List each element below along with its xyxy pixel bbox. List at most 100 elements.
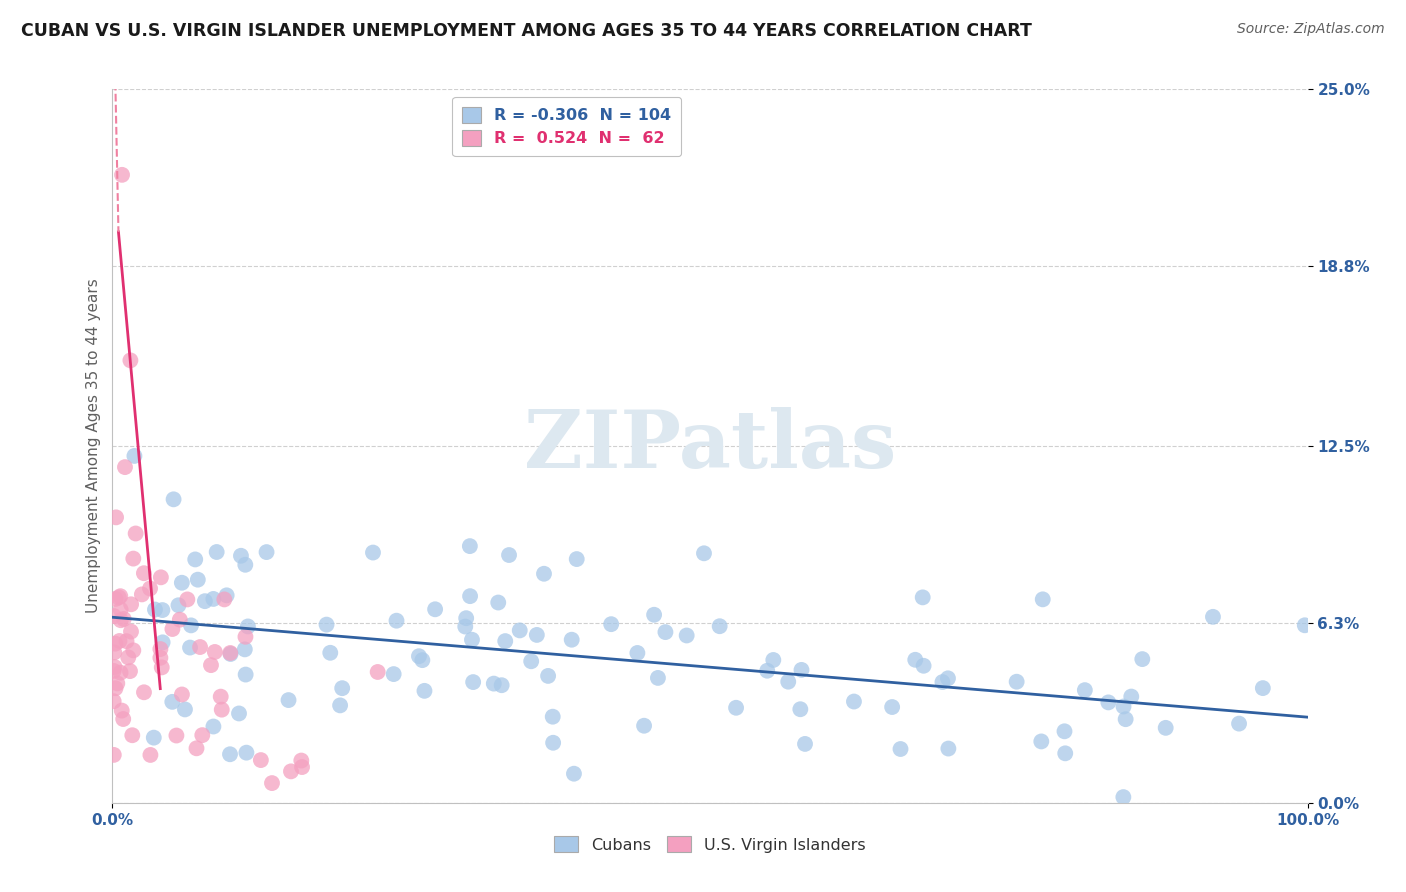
Point [1112, 699, 1135, 714]
Legend: Cubans, U.S. Virgin Islanders: Cubans, U.S. Virgin Islanders [548, 830, 872, 859]
Point [911, 591, 934, 605]
Point [233, 642, 256, 657]
Point [235, 746, 257, 760]
Point [139, 582, 162, 596]
Point [120, 624, 142, 639]
Point [565, 552, 588, 566]
Point [170, 575, 193, 590]
Point [361, 545, 384, 559]
Point [115, 634, 138, 648]
Point [235, 630, 257, 644]
Point [124, 526, 146, 541]
Point [1115, 712, 1137, 726]
Point [149, 570, 172, 584]
Point [122, 551, 145, 566]
Point [149, 642, 172, 657]
Point [191, 728, 214, 742]
Point [789, 702, 811, 716]
Point [162, 622, 184, 636]
Point [526, 628, 548, 642]
Point [411, 653, 433, 667]
Point [1074, 683, 1097, 698]
Point [103, 694, 125, 708]
Point [494, 634, 516, 648]
Point [187, 573, 209, 587]
Point [1227, 716, 1250, 731]
Point [219, 747, 242, 762]
Point [118, 664, 141, 678]
Point [382, 667, 405, 681]
Point [725, 700, 748, 714]
Point [1294, 618, 1316, 632]
Point [121, 728, 143, 742]
Point [139, 747, 162, 762]
Point [413, 683, 436, 698]
Point [842, 694, 865, 708]
Point [228, 706, 250, 721]
Point [562, 766, 585, 780]
Point [541, 709, 564, 723]
Point [104, 681, 127, 696]
Point [385, 614, 408, 628]
Point [142, 731, 165, 745]
Point [486, 595, 509, 609]
Point [912, 658, 935, 673]
Point [112, 712, 135, 726]
Point [120, 353, 142, 368]
Point [256, 545, 278, 559]
Point [482, 676, 505, 690]
Point [184, 552, 207, 566]
Point [214, 592, 236, 607]
Point [114, 460, 136, 475]
Point [260, 776, 283, 790]
Point [319, 646, 342, 660]
Point [675, 628, 697, 642]
Point [778, 674, 800, 689]
Point [280, 764, 302, 779]
Point [1251, 681, 1274, 695]
Point [229, 549, 252, 563]
Point [541, 736, 564, 750]
Point [200, 658, 222, 673]
Point [277, 693, 299, 707]
Point [643, 607, 665, 622]
Point [533, 566, 555, 581]
Point [709, 619, 731, 633]
Point [1053, 724, 1076, 739]
Point [561, 632, 583, 647]
Point [170, 688, 193, 702]
Point [204, 645, 226, 659]
Point [762, 653, 785, 667]
Point [110, 665, 132, 680]
Point [110, 613, 132, 627]
Point [202, 719, 225, 733]
Point [194, 594, 217, 608]
Point [167, 599, 190, 613]
Point [1031, 734, 1053, 748]
Point [882, 700, 904, 714]
Point [537, 669, 560, 683]
Point [329, 698, 352, 713]
Point [315, 617, 337, 632]
Point [132, 566, 155, 581]
Point [756, 664, 779, 678]
Point [1005, 674, 1028, 689]
Point [111, 168, 134, 182]
Point [904, 653, 927, 667]
Y-axis label: Unemployment Among Ages 35 to 44 years: Unemployment Among Ages 35 to 44 years [86, 278, 101, 614]
Point [290, 754, 312, 768]
Point [1130, 652, 1153, 666]
Point [461, 632, 484, 647]
Point [180, 618, 202, 632]
Point [104, 637, 127, 651]
Point [458, 539, 481, 553]
Point [149, 650, 172, 665]
Point [423, 602, 446, 616]
Point [122, 643, 145, 657]
Point [931, 675, 953, 690]
Point [250, 753, 273, 767]
Point [103, 645, 125, 659]
Point [330, 681, 353, 695]
Point [188, 640, 211, 654]
Point [219, 646, 242, 660]
